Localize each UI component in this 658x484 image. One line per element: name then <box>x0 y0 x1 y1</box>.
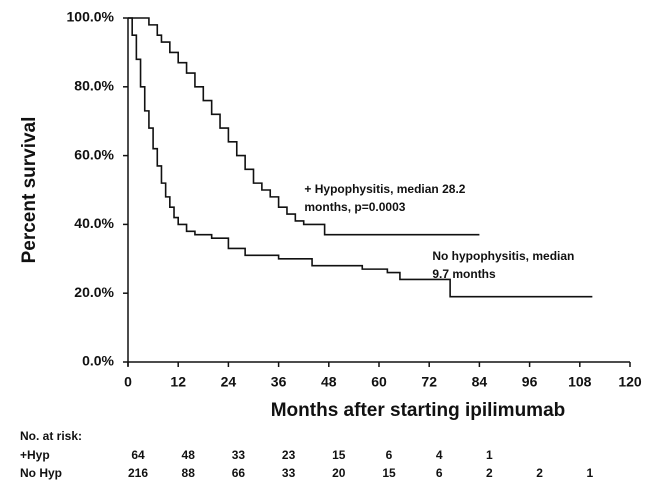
x-tick-label: 108 <box>568 374 592 390</box>
x-tick-label: 48 <box>321 374 337 390</box>
x-tick-label: 96 <box>522 374 538 390</box>
risk-count: 4 <box>436 448 443 462</box>
x-tick-label: 12 <box>170 374 186 390</box>
x-tick-label: 60 <box>371 374 387 390</box>
risk-count: 2 <box>486 466 493 480</box>
x-tick-label: 36 <box>271 374 287 390</box>
risk-count: 48 <box>182 448 196 462</box>
x-tick-label: 120 <box>618 374 642 390</box>
risk-row-label: No Hyp <box>20 466 62 480</box>
annotation: + Hypophysitis, median 28.2 <box>304 182 465 196</box>
y-tick-label: 0.0% <box>82 353 114 369</box>
x-tick-label: 24 <box>221 374 237 390</box>
risk-row-label: +Hyp <box>20 448 50 462</box>
survival-curve <box>128 17 480 236</box>
y-axis-label: Percent survival <box>19 117 40 264</box>
risk-count: 1 <box>486 448 493 462</box>
risk-count: 216 <box>128 466 148 480</box>
annotation: months, p=0.0003 <box>304 200 405 214</box>
risk-count: 1 <box>586 466 593 480</box>
x-tick-label: 84 <box>472 374 488 390</box>
risk-count: 6 <box>386 448 393 462</box>
risk-count: 66 <box>232 466 246 480</box>
risk-table-title: No. at risk: <box>20 429 82 443</box>
y-tick-label: 60.0% <box>74 146 114 162</box>
y-tick-label: 20.0% <box>74 284 114 300</box>
risk-count: 64 <box>131 448 145 462</box>
x-tick-label: 72 <box>421 374 437 390</box>
y-tick-label: 100.0% <box>67 9 115 25</box>
risk-count: 88 <box>182 466 196 480</box>
y-tick-label: 80.0% <box>74 78 114 94</box>
y-tick-label: 40.0% <box>74 215 114 231</box>
risk-count: 6 <box>436 466 443 480</box>
risk-count: 33 <box>282 466 296 480</box>
x-axis-label: Months after starting ipilimumab <box>271 400 566 421</box>
survival-curve <box>128 17 593 298</box>
risk-count: 33 <box>232 448 246 462</box>
risk-count: 2 <box>536 466 543 480</box>
risk-count: 15 <box>332 448 346 462</box>
risk-count: 23 <box>282 448 296 462</box>
annotation: 9.7 months <box>432 267 496 281</box>
risk-count: 20 <box>332 466 346 480</box>
annotation: No hypophysitis, median <box>432 249 574 263</box>
risk-count: 15 <box>382 466 396 480</box>
x-tick-label: 0 <box>124 374 132 390</box>
